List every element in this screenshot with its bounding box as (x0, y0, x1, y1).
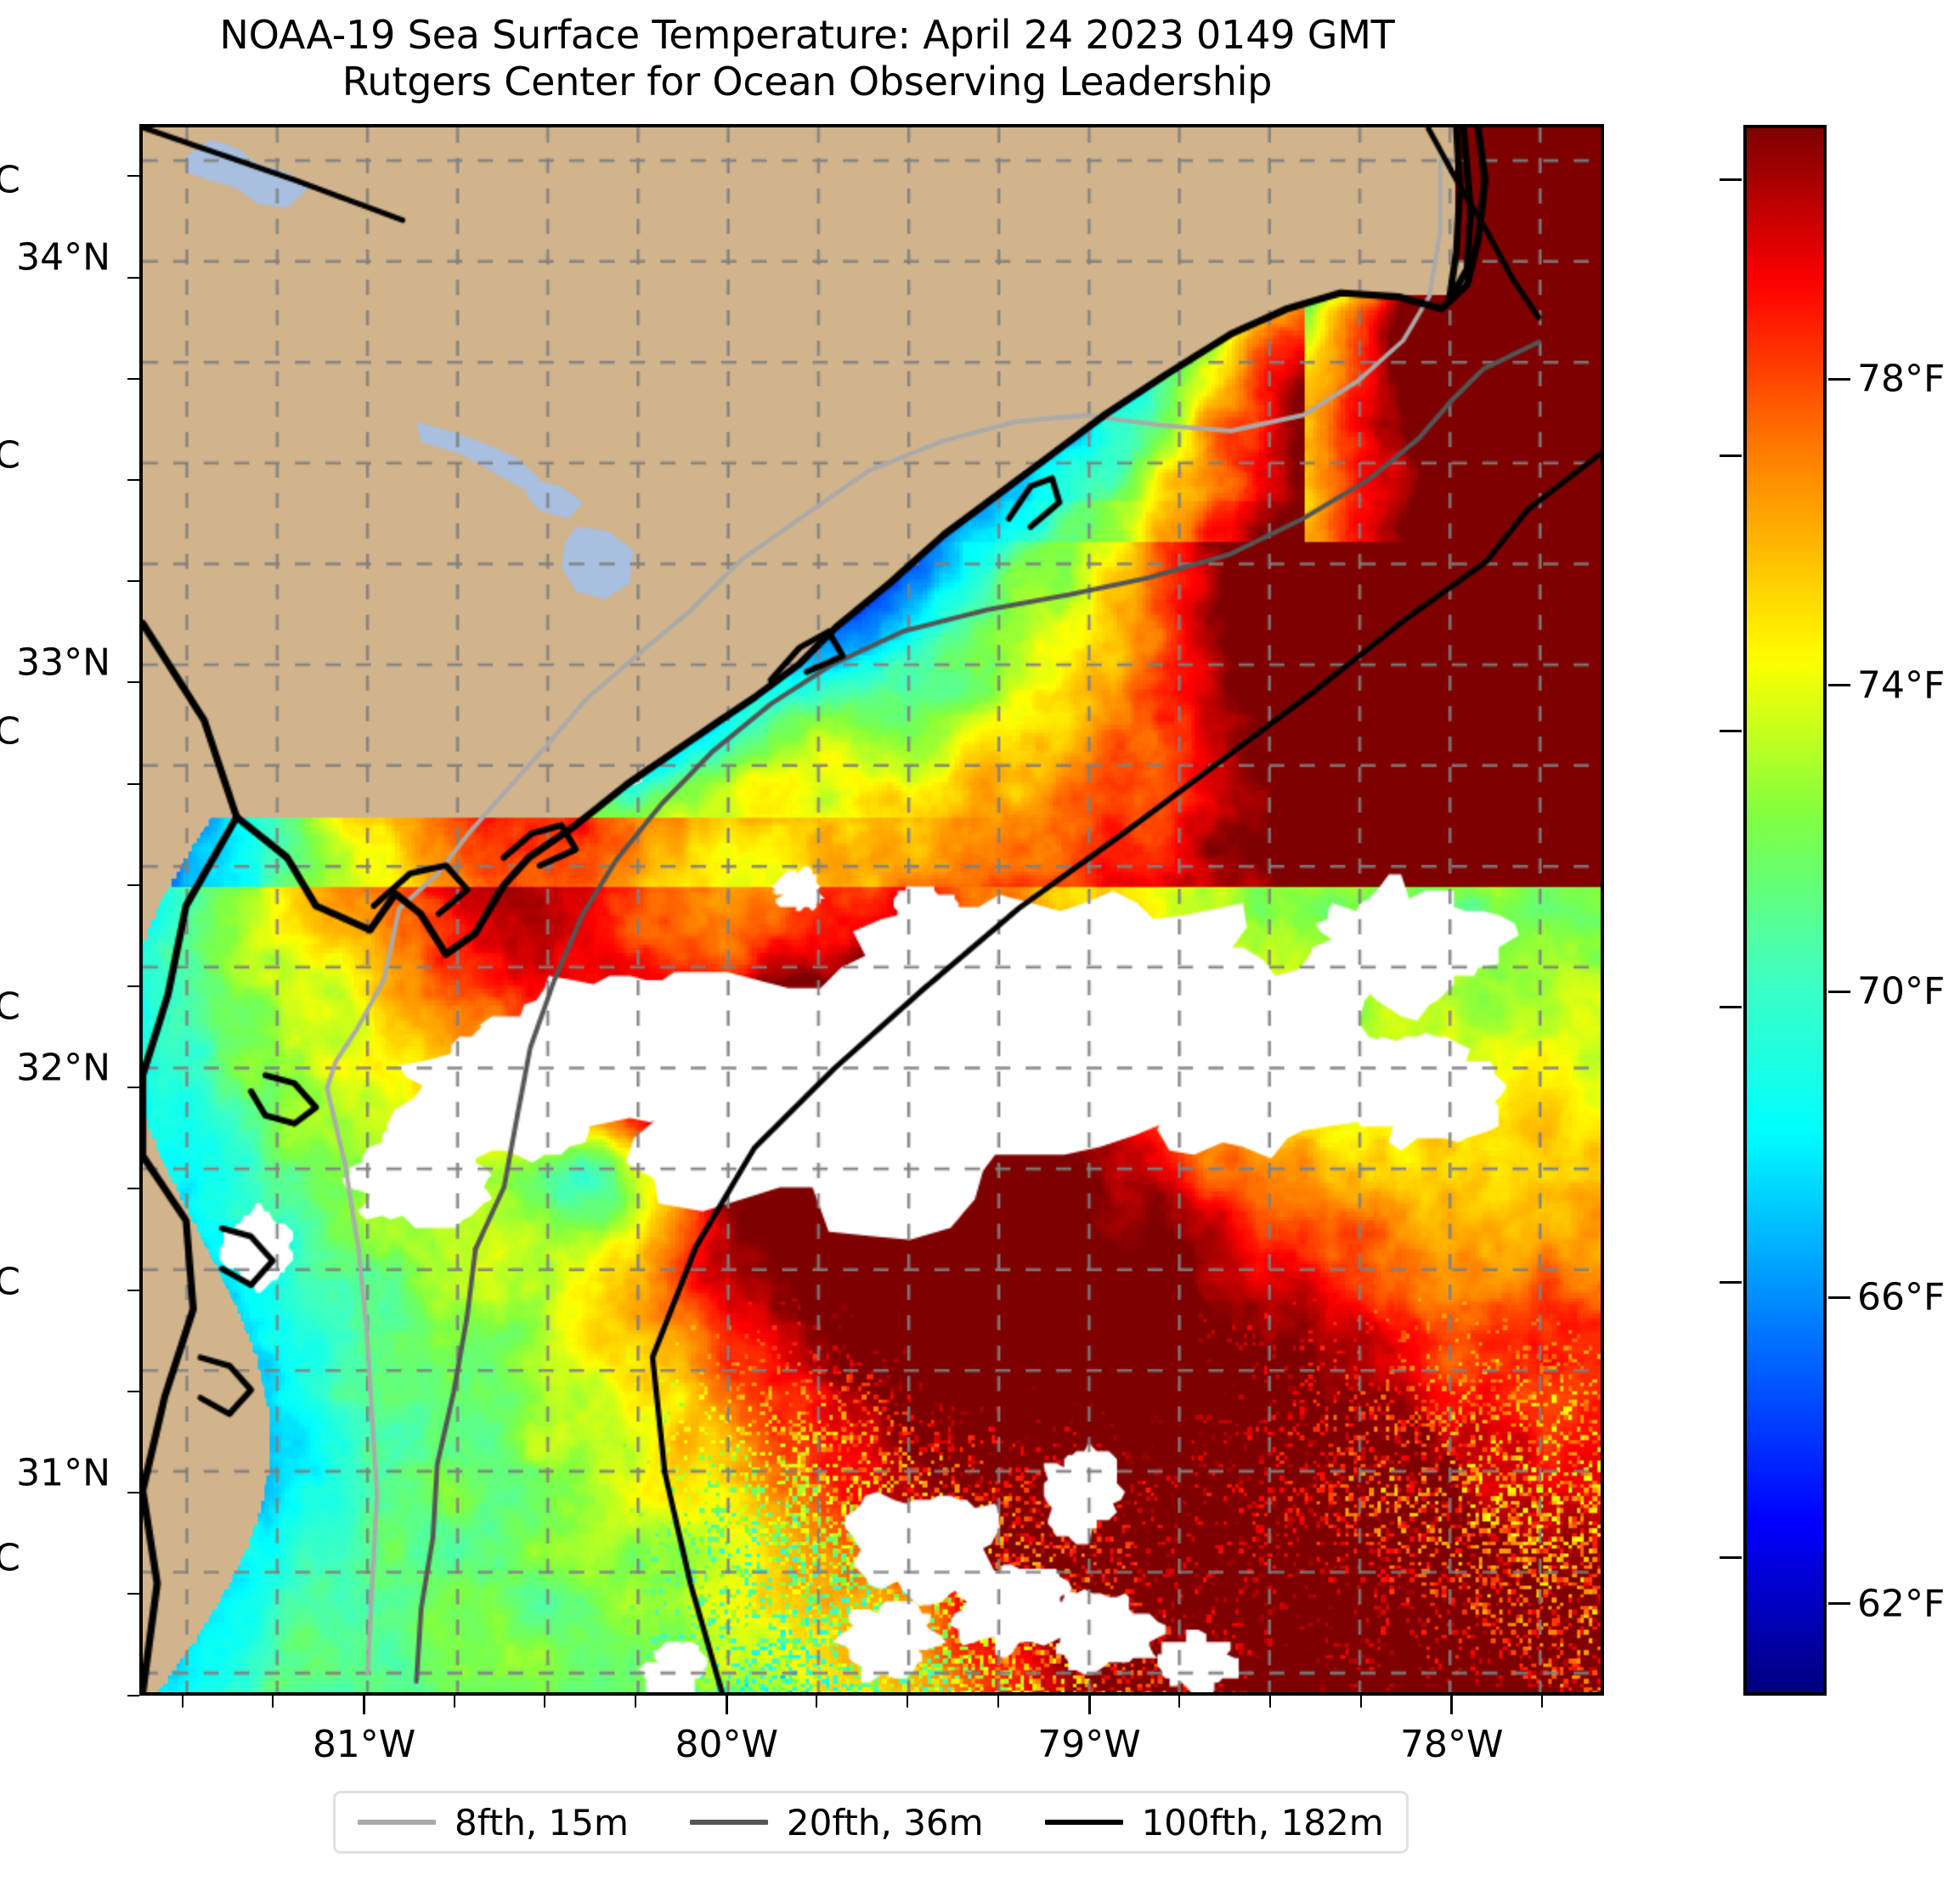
legend-line-icon-2 (1044, 1820, 1123, 1825)
y-tick-33.20 (127, 580, 139, 583)
y-tick-31.20 (127, 1390, 139, 1392)
y-axis-label-2: 32°N (16, 1046, 110, 1090)
colorbar-tick-c-23 (1720, 730, 1742, 733)
y-axis-label-3: 31°N (16, 1451, 110, 1495)
colorbar-tick-c-17 (1720, 1556, 1742, 1560)
colorbar (1743, 125, 1827, 1696)
colorbar-label-f-74: 74°F (1857, 663, 1946, 708)
x-tick--78.25 (1359, 1696, 1362, 1708)
colorbar-label-f-66: 66°F (1857, 1275, 1946, 1319)
legend-line-icon-0 (358, 1820, 436, 1825)
y-tick-33.70 (127, 377, 139, 380)
y-tick-30.70 (127, 1593, 139, 1595)
y-tick-32.95 (127, 681, 139, 684)
legend-item-2: 100fth, 182m (1044, 1801, 1384, 1843)
colorbar-tick-c-25 (1720, 454, 1742, 457)
y-tick-31.70 (127, 1188, 139, 1190)
x-tick--77.75 (1540, 1696, 1543, 1708)
colorbar-tick-f-78 (1828, 377, 1850, 381)
x-tick--80.00 (725, 1696, 728, 1714)
y-tick-30.45 (127, 1694, 139, 1697)
x-tick--81.25 (272, 1696, 274, 1708)
x-tick--81.00 (363, 1696, 366, 1714)
title-line-2: Rutgers Center for Ocean Observing Leade… (342, 59, 1273, 105)
y-tick-31.45 (127, 1289, 139, 1291)
legend-label-1: 20fth, 36m (786, 1801, 984, 1843)
depth-contour-legend: 8fth, 15m 20fth, 36m 100fth, 182m (333, 1791, 1409, 1854)
x-tick--79.00 (1087, 1696, 1091, 1714)
x-tick--80.75 (453, 1696, 455, 1708)
y-tick-32.20 (127, 985, 139, 988)
colorbar-tick-c-21 (1720, 1005, 1742, 1008)
x-tick--78.75 (1178, 1696, 1181, 1708)
x-tick--79.75 (816, 1696, 818, 1708)
colorbar-label-f-70: 70°F (1857, 969, 1946, 1013)
colorbar-tick-f-62 (1828, 1602, 1850, 1606)
y-tick-34.20 (127, 175, 139, 178)
colorbar-tick-c-27 (1720, 178, 1742, 182)
y-tick-33.45 (127, 479, 139, 482)
x-tick--79.50 (907, 1696, 909, 1708)
colorbar-tick-f-70 (1828, 990, 1850, 993)
legend-item-0: 8fth, 15m (358, 1802, 629, 1843)
legend-line-icon-1 (689, 1820, 768, 1825)
x-tick--79.25 (997, 1696, 999, 1708)
colorbar-label-f-78: 78°F (1857, 357, 1946, 401)
colorbar-label-c-17: 17°C (0, 1536, 20, 1580)
x-tick--80.50 (544, 1696, 546, 1708)
x-axis-label-2: 79°W (1037, 1723, 1141, 1766)
colorbar-tick-c-19 (1720, 1280, 1742, 1284)
colorbar-label-c-19: 19°C (0, 1260, 20, 1304)
colorbar-label-c-25: 25°C (0, 433, 20, 477)
x-tick--78.00 (1450, 1696, 1454, 1714)
colorbar-tick-f-66 (1828, 1296, 1850, 1299)
y-tick-31.95 (127, 1087, 139, 1089)
x-tick--80.25 (635, 1696, 637, 1708)
legend-label-0: 8fth, 15m (455, 1801, 629, 1843)
y-axis-label-1: 33°N (16, 641, 110, 685)
title-line-1: NOAA-19 Sea Surface Temperature: April 2… (219, 12, 1395, 58)
colorbar-label-c-23: 23°C (0, 709, 20, 754)
y-tick-32.70 (127, 782, 139, 785)
y-axis-label-0: 34°N (16, 235, 110, 279)
colorbar-label-c-21: 21°C (0, 985, 20, 1029)
colorbar-tick-f-74 (1828, 684, 1850, 687)
sst-map-panel[interactable] (139, 124, 1604, 1696)
colorbar-label-f-62: 62°F (1857, 1582, 1946, 1626)
legend-item-1: 20fth, 36m (689, 1801, 984, 1843)
colorbar-gradient (1747, 128, 1823, 1692)
x-axis-label-3: 78°W (1400, 1723, 1504, 1766)
y-tick-30.95 (127, 1492, 139, 1494)
x-axis-label-1: 80°W (675, 1723, 779, 1766)
x-tick--78.50 (1268, 1696, 1271, 1708)
y-tick-33.95 (127, 276, 139, 279)
colorbar-label-c-27: 27°C (0, 158, 20, 202)
figure-title: NOAA-19 Sea Surface Temperature: April 2… (0, 12, 1614, 105)
sst-heatmap-canvas[interactable] (143, 127, 1601, 1692)
x-axis-label-0: 81°W (312, 1723, 416, 1766)
y-tick-32.45 (127, 884, 139, 886)
legend-label-2: 100fth, 182m (1141, 1801, 1384, 1843)
x-tick--81.50 (181, 1696, 184, 1708)
